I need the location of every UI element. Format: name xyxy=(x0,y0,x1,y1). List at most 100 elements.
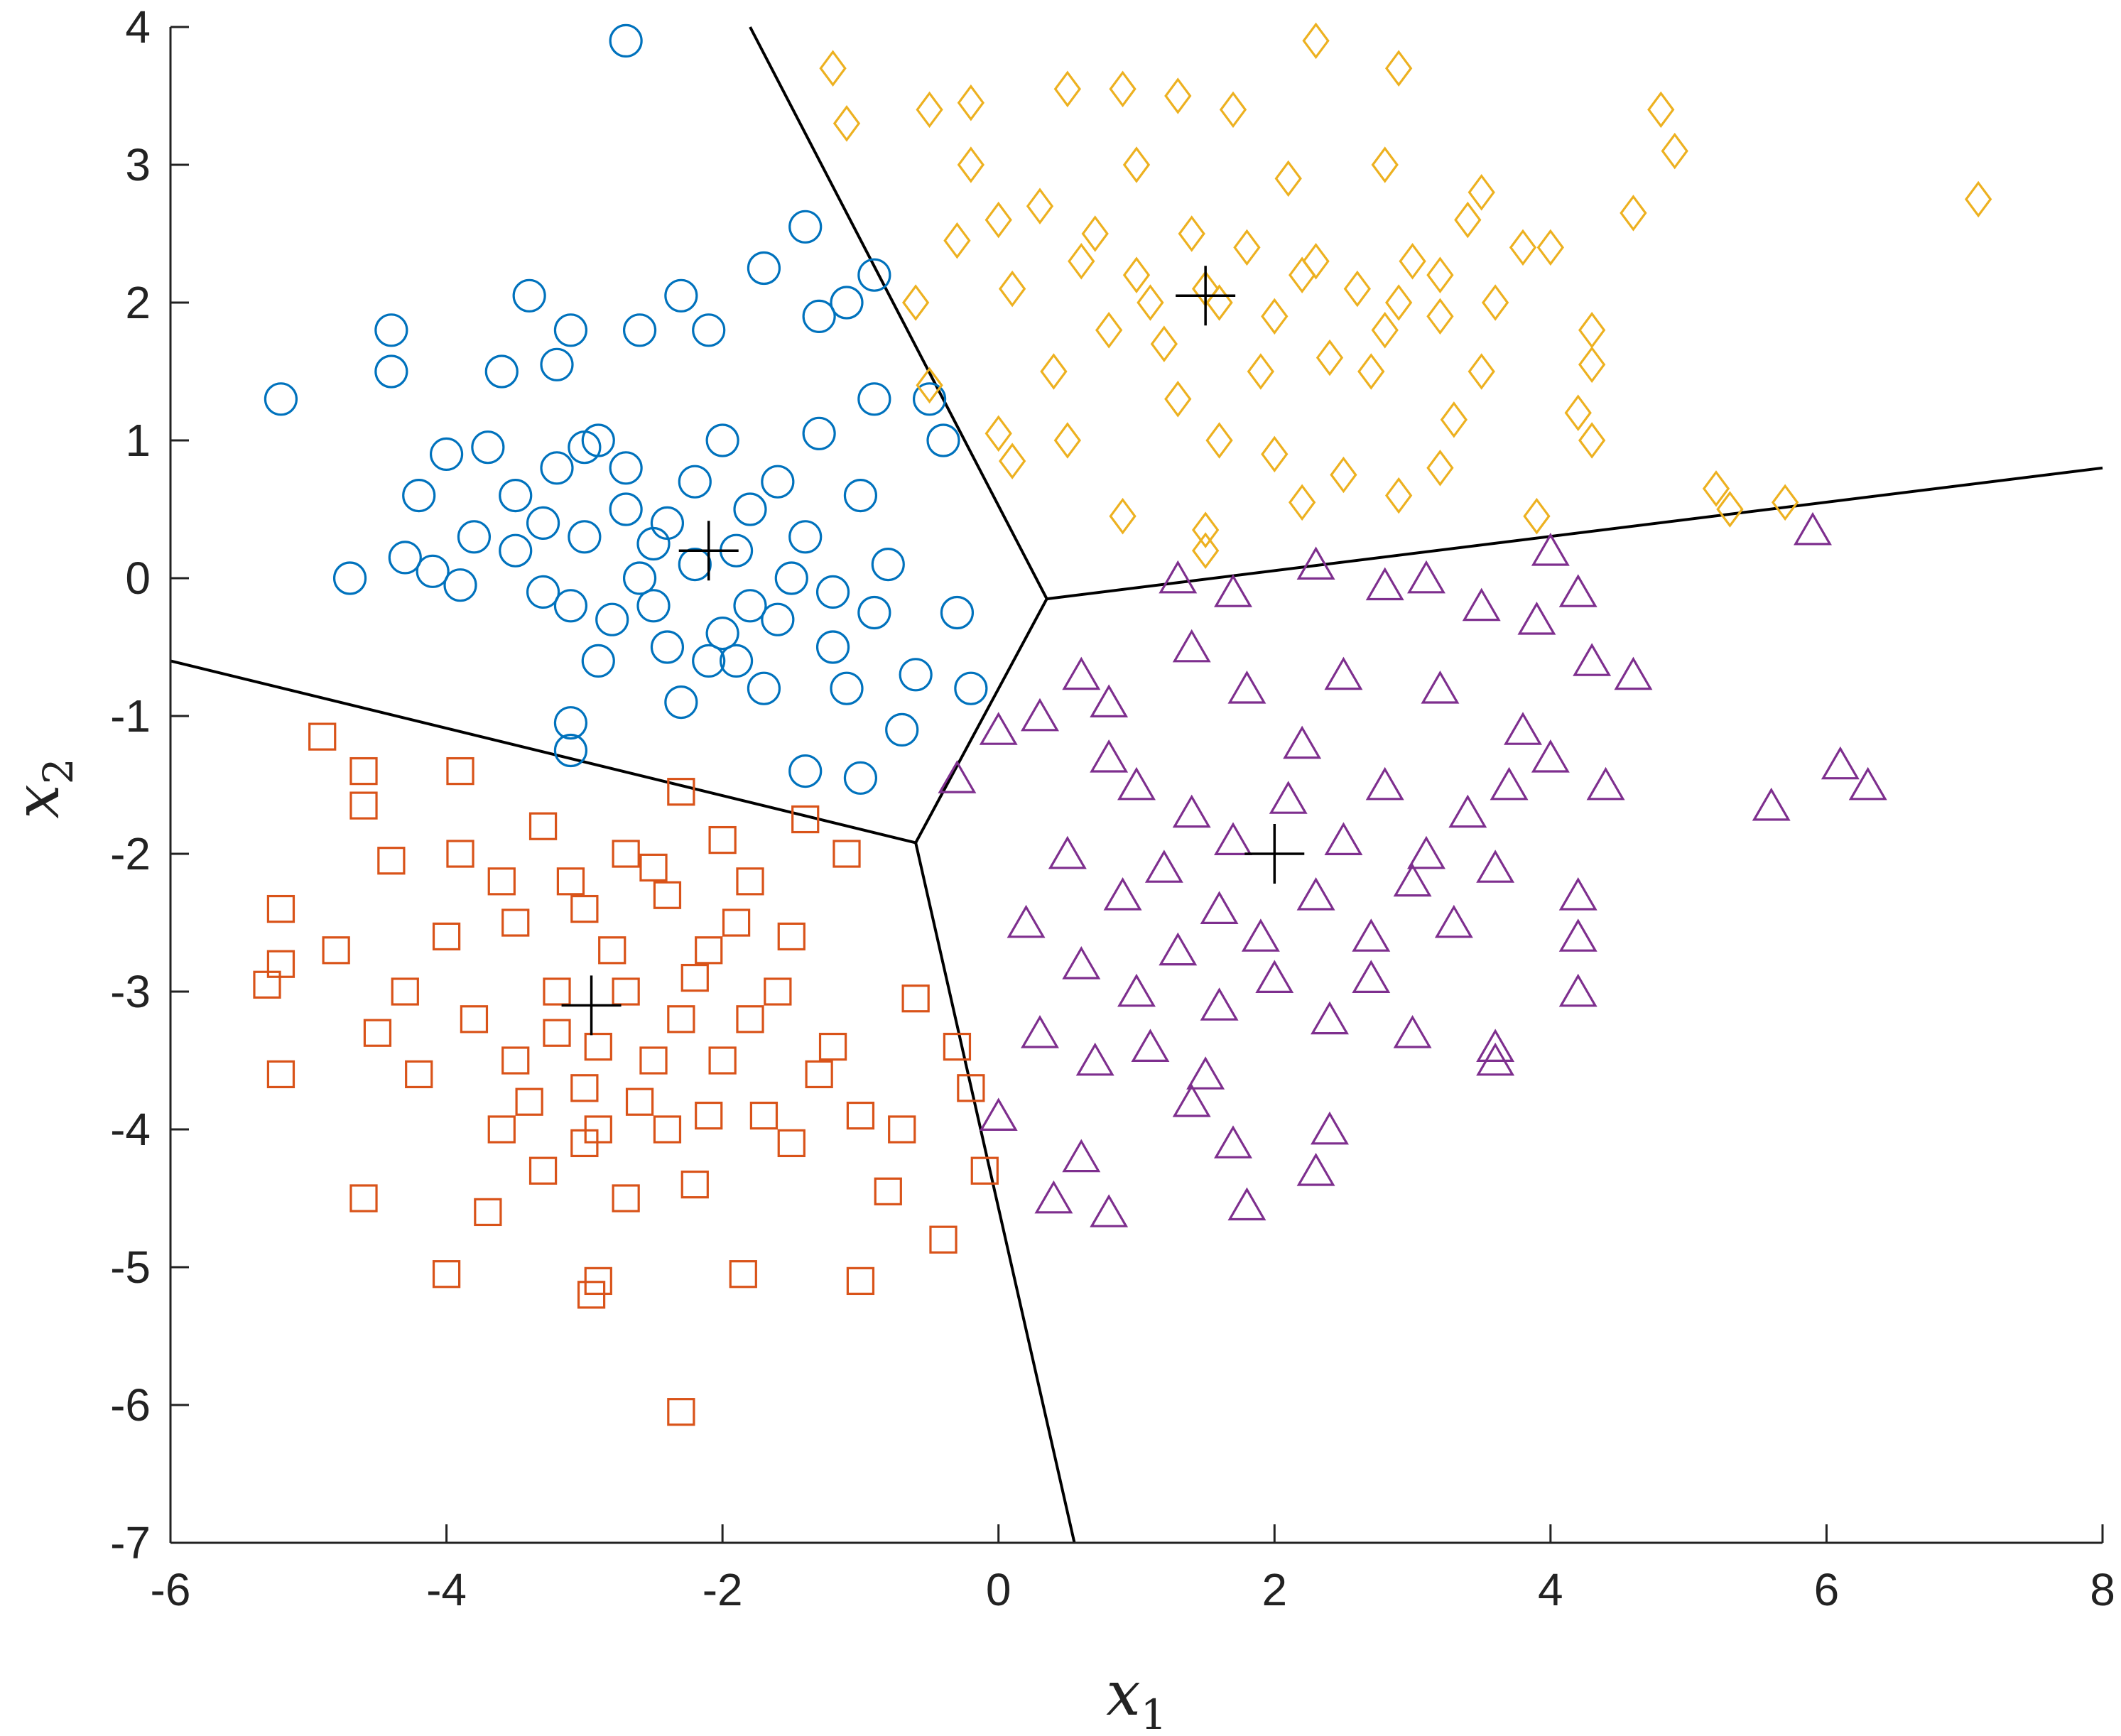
data-point-circle xyxy=(568,430,602,465)
data-point-diamond xyxy=(1150,325,1178,362)
data-point-square xyxy=(612,840,640,868)
data-point-triangle xyxy=(1172,794,1211,828)
data-point-circle xyxy=(899,658,933,692)
y-tick-label: 2 xyxy=(125,277,151,328)
data-point-circle xyxy=(609,23,643,58)
data-point-triangle xyxy=(1752,787,1791,821)
data-point-circle xyxy=(747,671,781,705)
data-point-circle xyxy=(429,437,464,472)
data-point-diamond xyxy=(1357,353,1385,390)
data-point-triangle xyxy=(1407,835,1445,869)
y-axis-title-base: x xyxy=(2,784,73,819)
data-point-circle xyxy=(774,561,808,595)
data-point-triangle xyxy=(1476,1042,1515,1076)
data-point-square xyxy=(943,1032,972,1061)
data-point-diamond xyxy=(1302,22,1330,60)
data-point-triangle xyxy=(1159,560,1198,594)
data-point-circle xyxy=(802,299,836,333)
data-point-circle xyxy=(871,547,905,582)
boundary-line xyxy=(914,598,1048,844)
data-point-square xyxy=(349,756,378,786)
data-point-diamond xyxy=(998,443,1026,479)
data-point-triangle xyxy=(1434,904,1473,938)
data-point-diamond xyxy=(1081,215,1109,252)
y-axis-title-subscript: 2 xyxy=(34,758,82,784)
data-point-circle xyxy=(705,423,739,457)
data-point-diamond xyxy=(1040,353,1068,390)
data-point-square xyxy=(667,778,695,806)
data-point-diamond xyxy=(1178,215,1205,252)
data-point-square xyxy=(680,1170,709,1199)
data-point-triangle xyxy=(1090,739,1129,773)
data-point-square xyxy=(598,936,626,965)
data-point-triangle xyxy=(1421,671,1460,704)
data-point-triangle xyxy=(1393,1015,1432,1048)
data-point-diamond xyxy=(1426,450,1454,487)
data-point-triangle xyxy=(1573,643,1612,676)
data-point-triangle xyxy=(1296,1153,1335,1186)
centroid-plus-marker xyxy=(1244,824,1305,884)
data-point-square xyxy=(832,840,861,868)
data-point-circle xyxy=(264,382,298,416)
data-point-triangle xyxy=(1007,904,1046,938)
data-point-triangle xyxy=(1200,891,1239,925)
data-point-triangle xyxy=(1848,766,1887,801)
data-point-diamond xyxy=(1109,497,1137,535)
data-point-circle xyxy=(678,547,712,582)
data-point-square xyxy=(653,1115,682,1144)
data-point-square xyxy=(570,1074,599,1102)
data-point-circle xyxy=(553,313,588,347)
data-point-diamond xyxy=(1481,284,1509,321)
data-point-triangle xyxy=(1311,1001,1349,1035)
data-point-square xyxy=(639,853,668,882)
data-point-diamond xyxy=(1053,422,1082,459)
data-point-square xyxy=(515,1087,543,1116)
data-point-circle xyxy=(484,354,519,389)
data-point-circle xyxy=(857,595,891,630)
data-point-square xyxy=(556,867,585,896)
data-point-circle xyxy=(802,416,836,450)
data-point-diamond xyxy=(1288,256,1316,293)
y-tick-label: -3 xyxy=(110,966,151,1017)
data-point-triangle xyxy=(1172,629,1211,663)
data-point-square xyxy=(722,908,751,937)
data-point-triangle xyxy=(1075,1042,1114,1076)
data-point-triangle xyxy=(1558,574,1597,607)
x-tick-label: -6 xyxy=(151,1564,191,1615)
data-point-circle xyxy=(443,568,477,602)
data-point-circle xyxy=(857,258,891,292)
data-point-circle xyxy=(636,526,671,561)
data-point-square xyxy=(639,1046,668,1075)
data-point-diamond xyxy=(1384,50,1413,87)
data-point-diamond xyxy=(1536,229,1565,266)
data-point-diamond xyxy=(1343,270,1372,308)
data-point-triangle xyxy=(1131,1029,1170,1063)
series-circle xyxy=(264,23,988,795)
centroid-plus-marker xyxy=(678,521,739,581)
data-point-square xyxy=(377,847,406,875)
data-point-diamond xyxy=(1647,91,1675,129)
data-point-triangle xyxy=(1352,960,1391,994)
data-point-circle xyxy=(705,616,739,651)
data-point-triangle xyxy=(1531,533,1570,566)
x-tick-label: 0 xyxy=(986,1564,1011,1615)
data-point-circle xyxy=(830,671,864,705)
data-point-square xyxy=(446,756,474,786)
data-point-square xyxy=(874,1177,902,1205)
data-point-circle xyxy=(954,671,988,705)
data-point-circle xyxy=(374,354,408,389)
data-point-square xyxy=(253,970,281,999)
data-point-diamond xyxy=(1384,284,1413,321)
data-point-square xyxy=(391,977,419,1006)
data-point-circle xyxy=(540,347,574,381)
data-point-diamond xyxy=(1316,339,1344,376)
data-point-circle xyxy=(609,451,643,485)
data-point-triangle xyxy=(1586,766,1625,801)
data-point-diamond xyxy=(1261,435,1289,473)
data-point-circle xyxy=(830,286,864,320)
data-point-diamond xyxy=(1454,201,1482,239)
data-point-square xyxy=(460,1005,489,1034)
data-point-triangle xyxy=(1476,850,1515,883)
